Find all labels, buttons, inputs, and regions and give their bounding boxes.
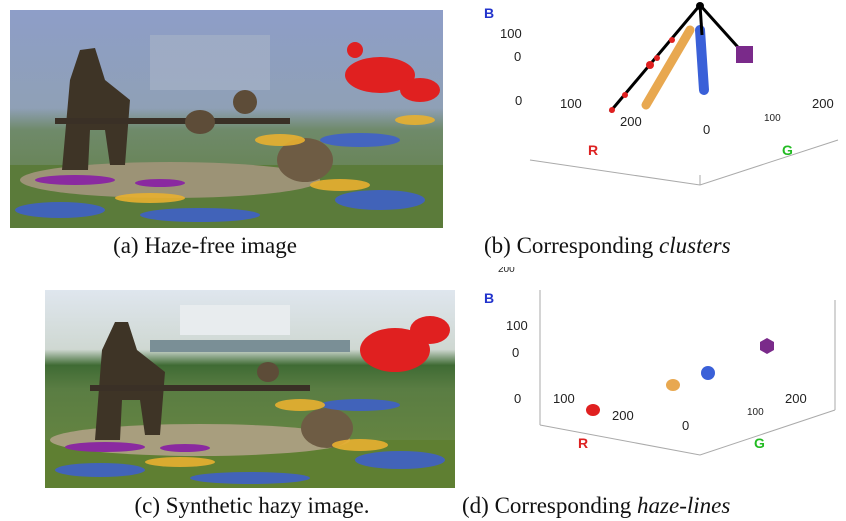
tick-label: 0 — [514, 49, 521, 64]
caption: (a) Haze-free image — [113, 233, 297, 258]
tick-label: 100 — [553, 391, 575, 406]
hazy-photo — [45, 290, 455, 488]
haze-free-photo — [10, 10, 443, 228]
caption-text: (b) Corresponding — [484, 233, 654, 258]
tick-label: 200 — [612, 408, 634, 423]
tick-label: 200 — [620, 114, 642, 129]
figure: (a) Haze-free image B 100 0 0 100 200 0 … — [0, 0, 846, 521]
tick-label: 200 — [812, 96, 834, 111]
axis-label: R — [588, 142, 598, 158]
axis-label: R — [578, 435, 588, 451]
caption-emphasis: haze-lines — [637, 493, 730, 518]
caption-emphasis: clusters — [659, 233, 731, 258]
tick-label: 100 — [747, 407, 764, 418]
caption: (c) Synthetic hazy image. — [134, 493, 369, 518]
axis-label: B — [484, 290, 494, 306]
caption-text: (d) Corresponding — [462, 493, 632, 518]
tick-label: 100 — [506, 318, 528, 333]
tick-label: 0 — [512, 345, 519, 360]
axis-label: G — [754, 435, 765, 451]
tick-label: 100 — [560, 96, 582, 111]
axis-label: G — [782, 142, 793, 158]
tick-label: 100 — [764, 113, 781, 124]
tick-label: 0 — [515, 93, 522, 108]
axis-label: B — [484, 5, 494, 21]
caption: (d) Corresponding haze-lines — [462, 493, 730, 518]
tick-label: 0 — [682, 418, 689, 433]
tick-label: 0 — [703, 122, 710, 137]
tick-label: 100 — [500, 26, 522, 41]
caption: (b) Corresponding clusters — [484, 233, 731, 258]
tick-label: 200 — [785, 391, 807, 406]
tick-label: 0 — [514, 391, 521, 406]
